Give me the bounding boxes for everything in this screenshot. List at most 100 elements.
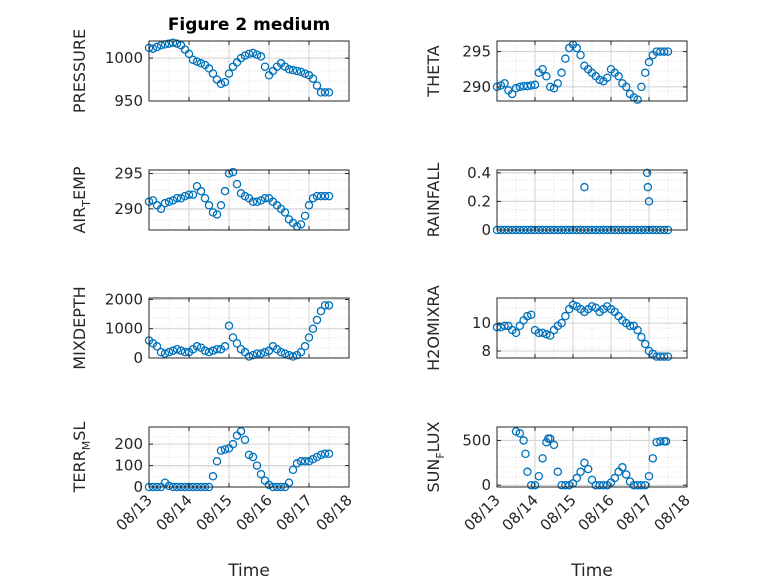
data-point <box>526 310 536 319</box>
data-point <box>308 193 318 203</box>
data-point <box>188 190 198 199</box>
data-point <box>324 301 334 310</box>
data-point <box>156 41 166 50</box>
data-point <box>308 324 318 333</box>
x-tick-label: 08/16 <box>233 491 276 534</box>
data-point <box>519 436 528 445</box>
data-point <box>308 454 318 464</box>
data-point <box>580 458 589 468</box>
data-point <box>216 201 226 210</box>
y-tick-label: 295 <box>462 43 491 61</box>
data-point <box>216 446 226 455</box>
y-axis-label: THETA <box>424 45 443 97</box>
data-point <box>152 342 162 351</box>
axes-box <box>496 169 688 231</box>
data-point <box>576 50 585 60</box>
data-point <box>511 328 521 338</box>
data-point <box>637 82 646 92</box>
data-point <box>212 457 222 466</box>
y-axis-label: SUNFLUX <box>424 421 447 492</box>
data-point <box>196 186 206 196</box>
data-point <box>156 204 166 214</box>
data-point <box>276 347 286 357</box>
x-tick-label: 08/15 <box>193 491 236 534</box>
data-point <box>637 480 646 490</box>
data-point <box>172 39 182 48</box>
data-point <box>212 344 222 354</box>
data-point <box>621 470 631 479</box>
data-point <box>553 467 563 477</box>
y-tick-label: 290 <box>114 200 143 218</box>
data-point <box>523 311 532 321</box>
data-point <box>288 352 298 361</box>
data-point <box>200 346 210 355</box>
data-point <box>316 88 326 97</box>
data-point <box>168 38 178 47</box>
data-point <box>320 449 330 459</box>
data-point <box>587 302 597 311</box>
data-point <box>248 197 258 207</box>
data-point <box>304 457 314 466</box>
data-point <box>168 346 178 355</box>
data-point <box>164 197 174 207</box>
data-point <box>240 435 250 445</box>
x-tick-label: 08/17 <box>613 491 656 534</box>
data-point <box>549 440 559 450</box>
data-point <box>595 75 604 85</box>
data-point <box>232 179 242 189</box>
data-point <box>312 81 322 90</box>
data-point <box>320 191 330 201</box>
data-point <box>228 439 238 449</box>
data-point <box>640 339 650 349</box>
y-tick-label: 8 <box>481 342 491 360</box>
data-point <box>545 434 555 443</box>
data-point <box>220 186 230 196</box>
data-point <box>561 311 570 321</box>
y-tick-label: 0.4 <box>467 164 491 182</box>
y-axis-label: TERRMSL <box>70 422 93 494</box>
data-point <box>284 65 294 74</box>
data-point <box>200 193 210 203</box>
grid <box>497 41 687 101</box>
data-point <box>542 330 551 339</box>
x-tick-label: 08/16 <box>575 491 618 534</box>
data-point <box>304 333 314 342</box>
data-point <box>545 82 555 92</box>
data-point <box>296 457 306 466</box>
data-point <box>538 328 547 338</box>
data-point <box>184 190 194 199</box>
data-point <box>244 49 254 59</box>
x-axis-label: Time <box>570 561 613 581</box>
data-point <box>300 457 310 466</box>
data-point <box>644 57 654 67</box>
data-point <box>172 193 182 203</box>
data-point <box>232 58 242 67</box>
data-point <box>625 321 635 331</box>
data-point <box>500 321 509 331</box>
data-point <box>292 66 302 76</box>
data-point <box>228 333 238 342</box>
subplot-4: 0 0.2 0.4 RAINFALL <box>424 163 688 239</box>
data-point <box>248 350 258 360</box>
data-point <box>644 197 654 206</box>
data-point <box>644 472 654 481</box>
data-point <box>220 342 230 351</box>
data-point <box>320 301 330 310</box>
axes-box <box>496 426 688 488</box>
data-point <box>538 64 547 74</box>
axes-box <box>496 40 688 102</box>
data-point <box>643 182 653 192</box>
data-point <box>248 48 258 58</box>
data-point <box>208 208 218 217</box>
data-point <box>240 191 250 201</box>
x-tick-label: 08/18 <box>313 491 356 534</box>
y-tick-label: 290 <box>462 78 491 96</box>
data-point <box>300 342 310 351</box>
data-point <box>621 82 631 92</box>
data-point <box>256 469 266 479</box>
data-point <box>602 73 612 82</box>
grid <box>497 298 687 358</box>
y-axis-label: RAINFALL <box>424 163 443 238</box>
